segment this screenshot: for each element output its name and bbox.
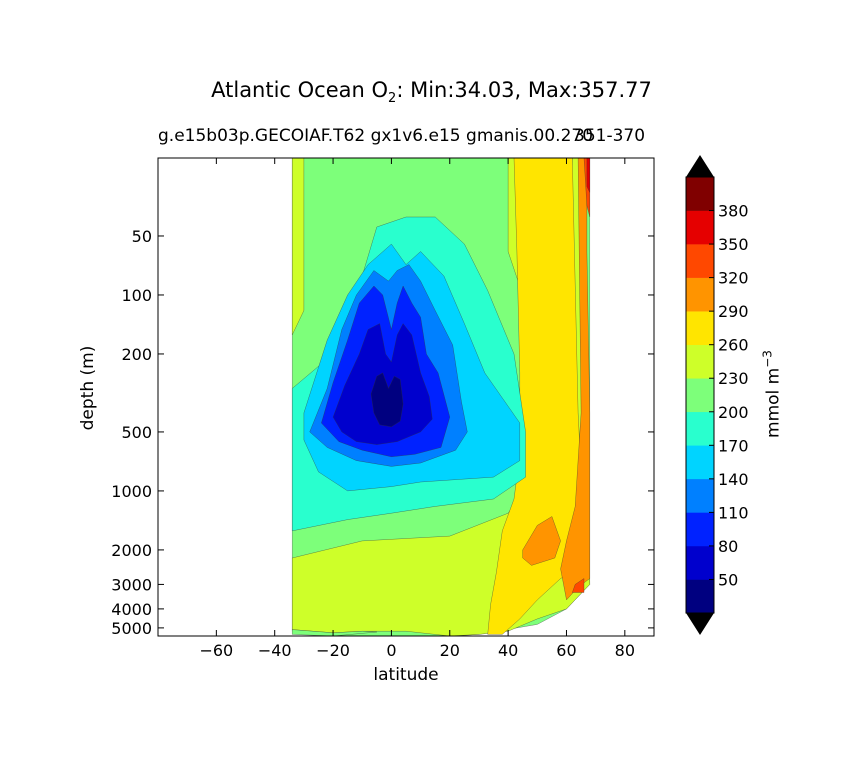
colorbar-swatch: [686, 545, 714, 580]
colorbar-tick-label: 110: [718, 503, 749, 522]
colorbar-swatch: [686, 210, 714, 245]
colorbar-swatch: [686, 579, 714, 614]
x-tick-label: −60: [199, 641, 233, 660]
y-tick-label: 100: [121, 286, 152, 305]
y-tick-label: 200: [121, 345, 152, 364]
y-tick-label: 50: [132, 227, 152, 246]
colorbar-tick-label: 380: [718, 202, 749, 221]
colorbar-tick-label: 200: [718, 403, 749, 422]
y-tick-label: 5000: [111, 619, 152, 638]
colorbar-tick-label: 320: [718, 269, 749, 288]
chart-title: Atlantic Ocean O2: Min:34.03, Max:357.77: [211, 78, 652, 107]
contour-band-20: [370, 372, 404, 427]
colorbar-frame: [685, 176, 715, 614]
colorbar-tick-label: 260: [718, 336, 749, 355]
chart-subtitle: g.e15b03p.GECOIAF.T62 gx1v6.e15 gmanis.0…: [158, 126, 594, 146]
colorbar-tick-label: 170: [718, 436, 749, 455]
y-tick-label: 3000: [111, 575, 152, 594]
contour-band-320: [571, 578, 585, 593]
colorbar-tick-label: 80: [718, 537, 738, 556]
contour-band-290: [560, 158, 591, 601]
x-tick-label: 80: [615, 641, 635, 660]
colorbar-swatch: [686, 478, 714, 513]
x-tick-label: 20: [440, 641, 460, 660]
x-tick-label: 40: [498, 641, 518, 660]
colorbar-swatch: [686, 277, 714, 312]
chart-subtitle-right: 351-370: [574, 126, 646, 146]
plot-frame: [157, 157, 655, 637]
y-tick-label: 1000: [111, 482, 152, 501]
x-tick-label: 0: [386, 641, 396, 660]
contour-band-350: [586, 158, 591, 193]
colorbar-tick-label: 50: [718, 570, 738, 589]
y-tick-label: 2000: [111, 541, 152, 560]
y-axis-label: depth (m): [78, 345, 98, 431]
colorbar-extend-max: [686, 155, 714, 177]
x-tick-label: 60: [556, 641, 576, 660]
colorbar: 50 80 110 140 170 200 230 260 290 320 350 380: [685, 155, 749, 635]
colorbar-swatch: [686, 512, 714, 547]
colorbar-swatch: [686, 177, 714, 211]
colorbar-swatch: [686, 411, 714, 446]
colorbar-tick-label: 230: [718, 369, 749, 388]
contour-field: [291, 158, 591, 636]
y-tick-label: 500: [121, 423, 152, 442]
colorbar-label: mmol m−3: [760, 350, 784, 438]
colorbar-tick-label: 290: [718, 302, 749, 321]
colorbar-extend-min: [686, 613, 714, 635]
plot-axes: −60 −40 −20 0 20 40 60 80 50 100 200 500 1000 2000 300…: [111, 157, 655, 660]
colorbar-swatch: [686, 344, 714, 379]
colorbar-swatch: [686, 244, 714, 278]
colorbar-swatch: [686, 445, 714, 480]
y-tick-label: 4000: [111, 600, 152, 619]
contour-band-290: [522, 516, 561, 566]
x-tick-label: −40: [258, 641, 292, 660]
x-axis-label: latitude: [373, 665, 439, 685]
colorbar-swatch: [686, 311, 714, 345]
colorbar-tick-label: 140: [718, 470, 749, 489]
colorbar-tick-label: 350: [718, 235, 749, 254]
contour-band-230: [291, 158, 305, 336]
colorbar-swatch: [686, 378, 714, 413]
x-tick-label: −20: [316, 641, 350, 660]
